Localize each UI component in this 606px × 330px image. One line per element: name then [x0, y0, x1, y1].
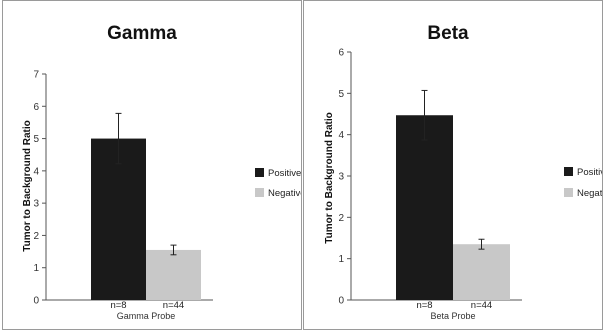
y-tick-label: 4 [338, 130, 344, 141]
y-tick-label: 3 [33, 199, 39, 210]
y-tick-label: 1 [338, 254, 344, 265]
y-tick-label: 5 [338, 89, 344, 100]
legend-label-negative: Negative [268, 188, 301, 199]
beta-chart: Beta 0 1 2 3 4 5 6 Tumor to Background Ratio n=8 P… [324, 23, 602, 321]
y-tick-label: 0 [338, 296, 344, 307]
y-axis-label: Tumor to Background Ratio [324, 112, 335, 243]
y-tick-label: 1 [33, 263, 39, 274]
chart-title: Gamma [107, 23, 177, 44]
y-tick-label: 4 [33, 166, 39, 177]
bar-positive [91, 138, 146, 300]
category-label: n=44 [163, 300, 184, 311]
legend-swatch-positive [255, 168, 264, 177]
y-axis-label: Tumor to Background Ratio [22, 120, 33, 251]
legend-swatch-negative [564, 188, 573, 197]
bar-negative [146, 249, 201, 300]
y-tick-label: 7 [33, 70, 39, 81]
bar-negative [453, 244, 510, 300]
legend-swatch-negative [255, 188, 264, 197]
x-axis-label: Beta Probe [430, 311, 475, 321]
category-label: n=8 [110, 300, 126, 311]
bar-positive [396, 115, 453, 301]
gamma-chart-panel: Gamma 0 1 2 3 4 5 6 7 Tumor to Background Ratio n=… [2, 0, 302, 330]
legend-swatch-positive [564, 167, 573, 176]
y-tick-label: 0 [33, 296, 39, 307]
y-tick-label: 5 [33, 134, 39, 145]
category-label: n=8 [416, 300, 432, 311]
legend-label-positive: Positive [268, 168, 301, 179]
chart-title: Beta [427, 23, 469, 44]
beta-chart-panel: Beta 0 1 2 3 4 5 6 Tumor to Background Ratio n=8 P… [303, 0, 603, 330]
legend-label-negative: Negative [577, 188, 602, 199]
gamma-chart: Gamma 0 1 2 3 4 5 6 7 Tumor to Background Ratio n=… [22, 23, 301, 321]
y-tick-label: 6 [338, 48, 344, 59]
y-tick-label: 2 [338, 213, 344, 224]
x-axis-label: Gamma Probe [117, 311, 176, 321]
legend-label-positive: Positive [577, 167, 602, 178]
y-tick-label: 6 [33, 102, 39, 113]
category-label: n=44 [471, 300, 492, 311]
y-tick-label: 3 [338, 172, 344, 183]
y-tick-label: 2 [33, 231, 39, 242]
